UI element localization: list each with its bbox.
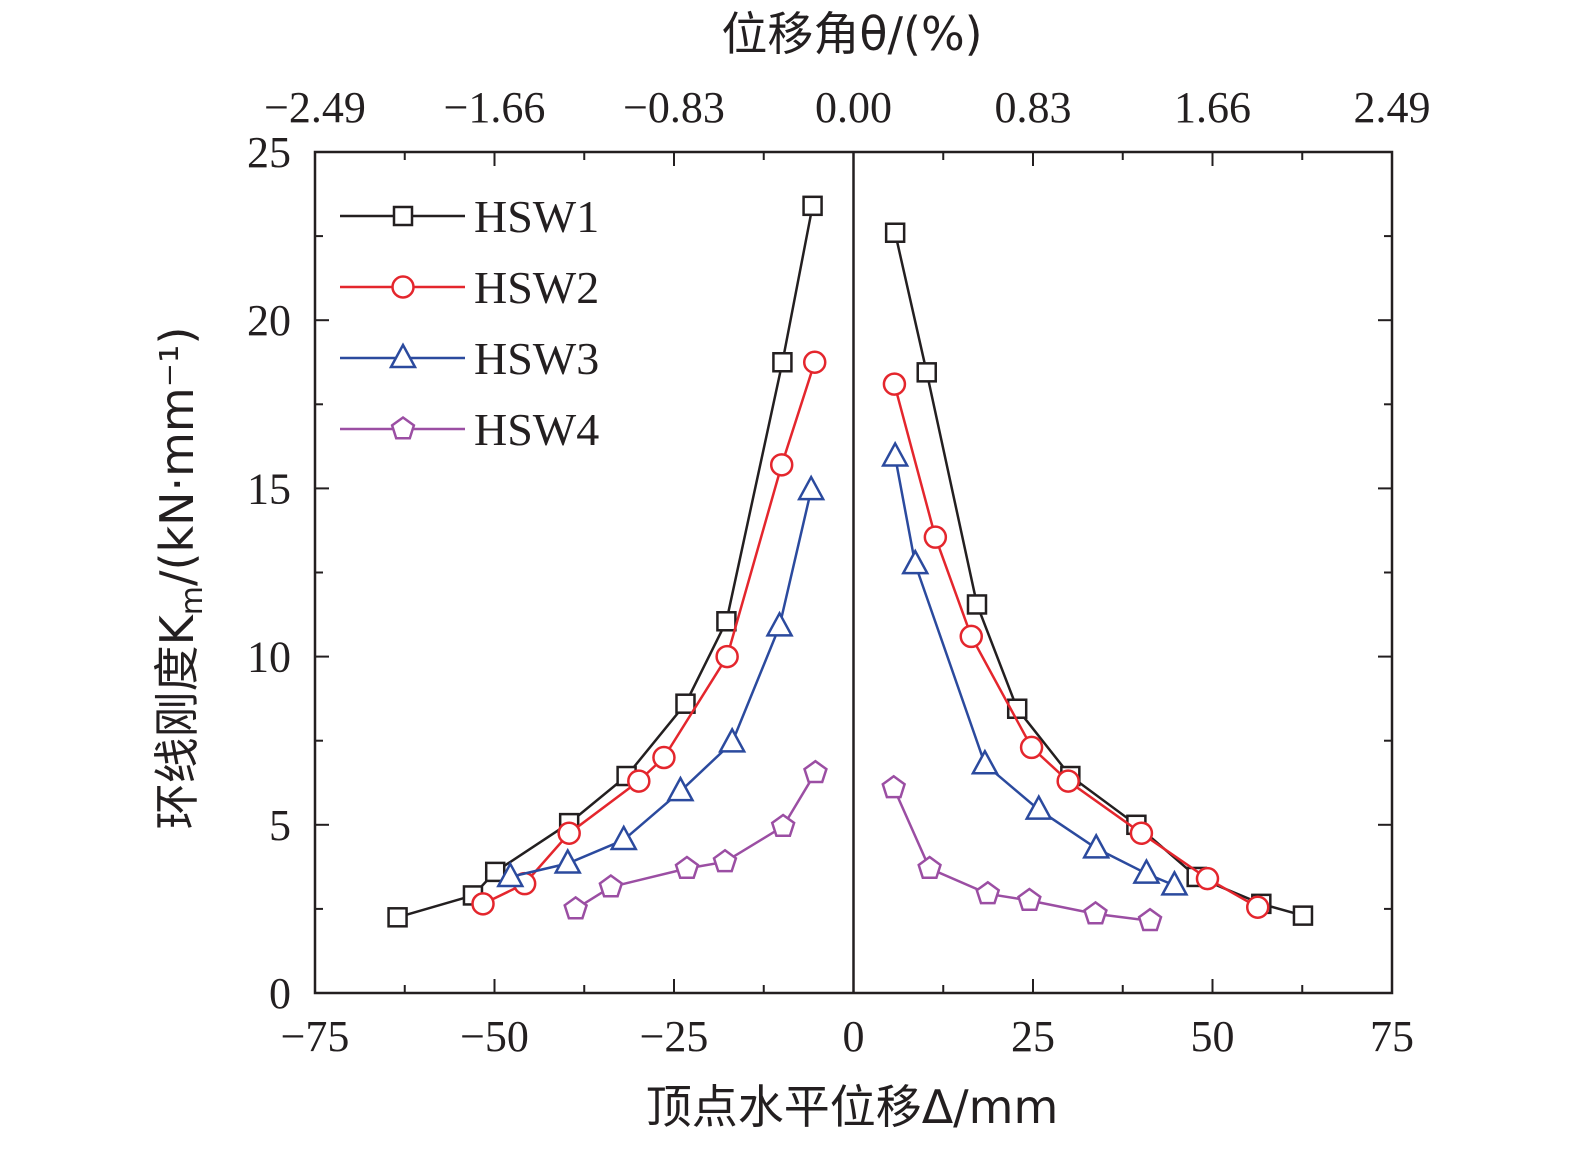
series-HSW4 <box>563 759 1163 932</box>
legend-label: HSW2 <box>474 262 599 313</box>
legend: HSW1 HSW2 HSW3 HSW4 <box>340 191 599 455</box>
x-tick-label: −75 <box>281 1012 350 1061</box>
data-point <box>484 861 506 883</box>
legend-label: HSW1 <box>474 191 599 242</box>
data-point <box>1195 866 1220 891</box>
data-point <box>970 748 999 775</box>
data-point <box>917 855 942 880</box>
data-point <box>557 821 581 845</box>
data-point <box>553 847 582 874</box>
top-axis-title: 位移角θ/(%) <box>721 7 982 61</box>
legend-item-HSW2: HSW2 <box>340 262 599 313</box>
data-point <box>496 861 525 888</box>
legend-marker <box>391 275 415 299</box>
top-tick-label: −2.49 <box>264 83 366 132</box>
y-tick-label: 15 <box>247 464 291 513</box>
data-point <box>1292 905 1314 926</box>
data-point <box>718 726 747 753</box>
data-point <box>770 813 796 838</box>
data-point <box>765 610 794 637</box>
legend-label: HSW4 <box>474 404 599 455</box>
data-point <box>387 907 408 928</box>
x-tick-label: 75 <box>1370 1012 1414 1061</box>
x-tick-label: 0 <box>843 1012 865 1061</box>
legend-item-HSW1: HSW1 <box>340 191 599 242</box>
data-point <box>1082 832 1111 859</box>
data-point <box>975 880 1001 905</box>
data-point <box>666 775 695 802</box>
data-point <box>1160 869 1189 896</box>
top-tick-label: 0.83 <box>995 83 1072 132</box>
data-point <box>923 525 948 549</box>
data-point <box>882 372 907 396</box>
data-point <box>1137 907 1163 932</box>
data-point <box>1019 735 1044 760</box>
data-point <box>901 548 930 575</box>
series-HSW3 <box>496 440 1189 896</box>
top-tick-label: 0.00 <box>815 83 892 132</box>
data-point <box>769 453 794 477</box>
legend-marker <box>392 205 414 227</box>
data-point <box>916 362 937 383</box>
legend-item-HSW3: HSW3 <box>340 333 599 384</box>
data-point <box>1056 769 1080 793</box>
series-line-negative <box>510 489 813 879</box>
data-point <box>881 440 910 467</box>
data-point <box>716 611 737 632</box>
data-point <box>1132 857 1161 884</box>
data-point <box>598 873 624 898</box>
data-point <box>627 769 651 793</box>
data-point <box>802 350 827 374</box>
series-layer <box>387 195 1314 932</box>
data-point <box>675 693 696 714</box>
legend-marker <box>388 342 418 369</box>
data-point <box>803 759 828 784</box>
y-tick-label: 10 <box>247 633 291 682</box>
data-point <box>471 892 495 916</box>
x-tick-label: −50 <box>460 1012 529 1061</box>
series-HSW2 <box>471 350 1270 919</box>
x-tick-label: −25 <box>640 1012 709 1061</box>
data-point <box>881 774 907 799</box>
data-point <box>1245 895 1270 919</box>
data-point <box>609 824 638 851</box>
x-tick-label: 50 <box>1191 1012 1235 1061</box>
legend-marker <box>390 415 416 440</box>
top-tick-label: −0.83 <box>623 83 725 132</box>
svg-text:环线刚度Km/(kN·mm⁻¹): 环线刚度Km/(kN·mm⁻¹) <box>150 327 210 830</box>
series-line-positive <box>893 232 1304 917</box>
plot-area: −75 −50 −25 0 25 50 75−2.49 −1.66 −0.83 0.00 0.83 1… <box>247 83 1431 1061</box>
y-axis-title: 环线刚度Km/(kN·mm⁻¹) <box>150 327 210 830</box>
data-point <box>1129 821 1154 845</box>
y-tick-label: 0 <box>269 969 291 1018</box>
y-tick-label: 25 <box>247 128 291 177</box>
top-tick-label: −1.66 <box>444 83 546 132</box>
data-point <box>712 848 738 873</box>
legend-item-HSW4: HSW4 <box>340 404 599 455</box>
data-point <box>772 352 793 373</box>
series-line-positive <box>893 383 1259 909</box>
data-point <box>1024 794 1053 820</box>
legend-label: HSW3 <box>474 333 599 384</box>
data-point <box>797 474 826 501</box>
data-point <box>563 895 589 920</box>
data-point <box>959 624 984 649</box>
y-tick-label: 5 <box>269 801 291 850</box>
top-tick-label: 2.49 <box>1354 83 1431 132</box>
x-axis-title: 顶点水平位移Δ/mm <box>646 1080 1059 1134</box>
data-point <box>884 222 906 243</box>
top-tick-label: 1.66 <box>1174 83 1251 132</box>
data-point <box>674 855 700 880</box>
data-point <box>802 195 823 217</box>
data-point <box>1017 887 1042 912</box>
series-line-negative <box>397 205 814 919</box>
data-point <box>652 745 676 770</box>
y-tick-label: 20 <box>247 296 291 345</box>
data-point <box>1083 900 1108 925</box>
x-tick-label: 25 <box>1011 1012 1055 1061</box>
data-point <box>715 644 739 669</box>
data-point <box>966 594 988 615</box>
